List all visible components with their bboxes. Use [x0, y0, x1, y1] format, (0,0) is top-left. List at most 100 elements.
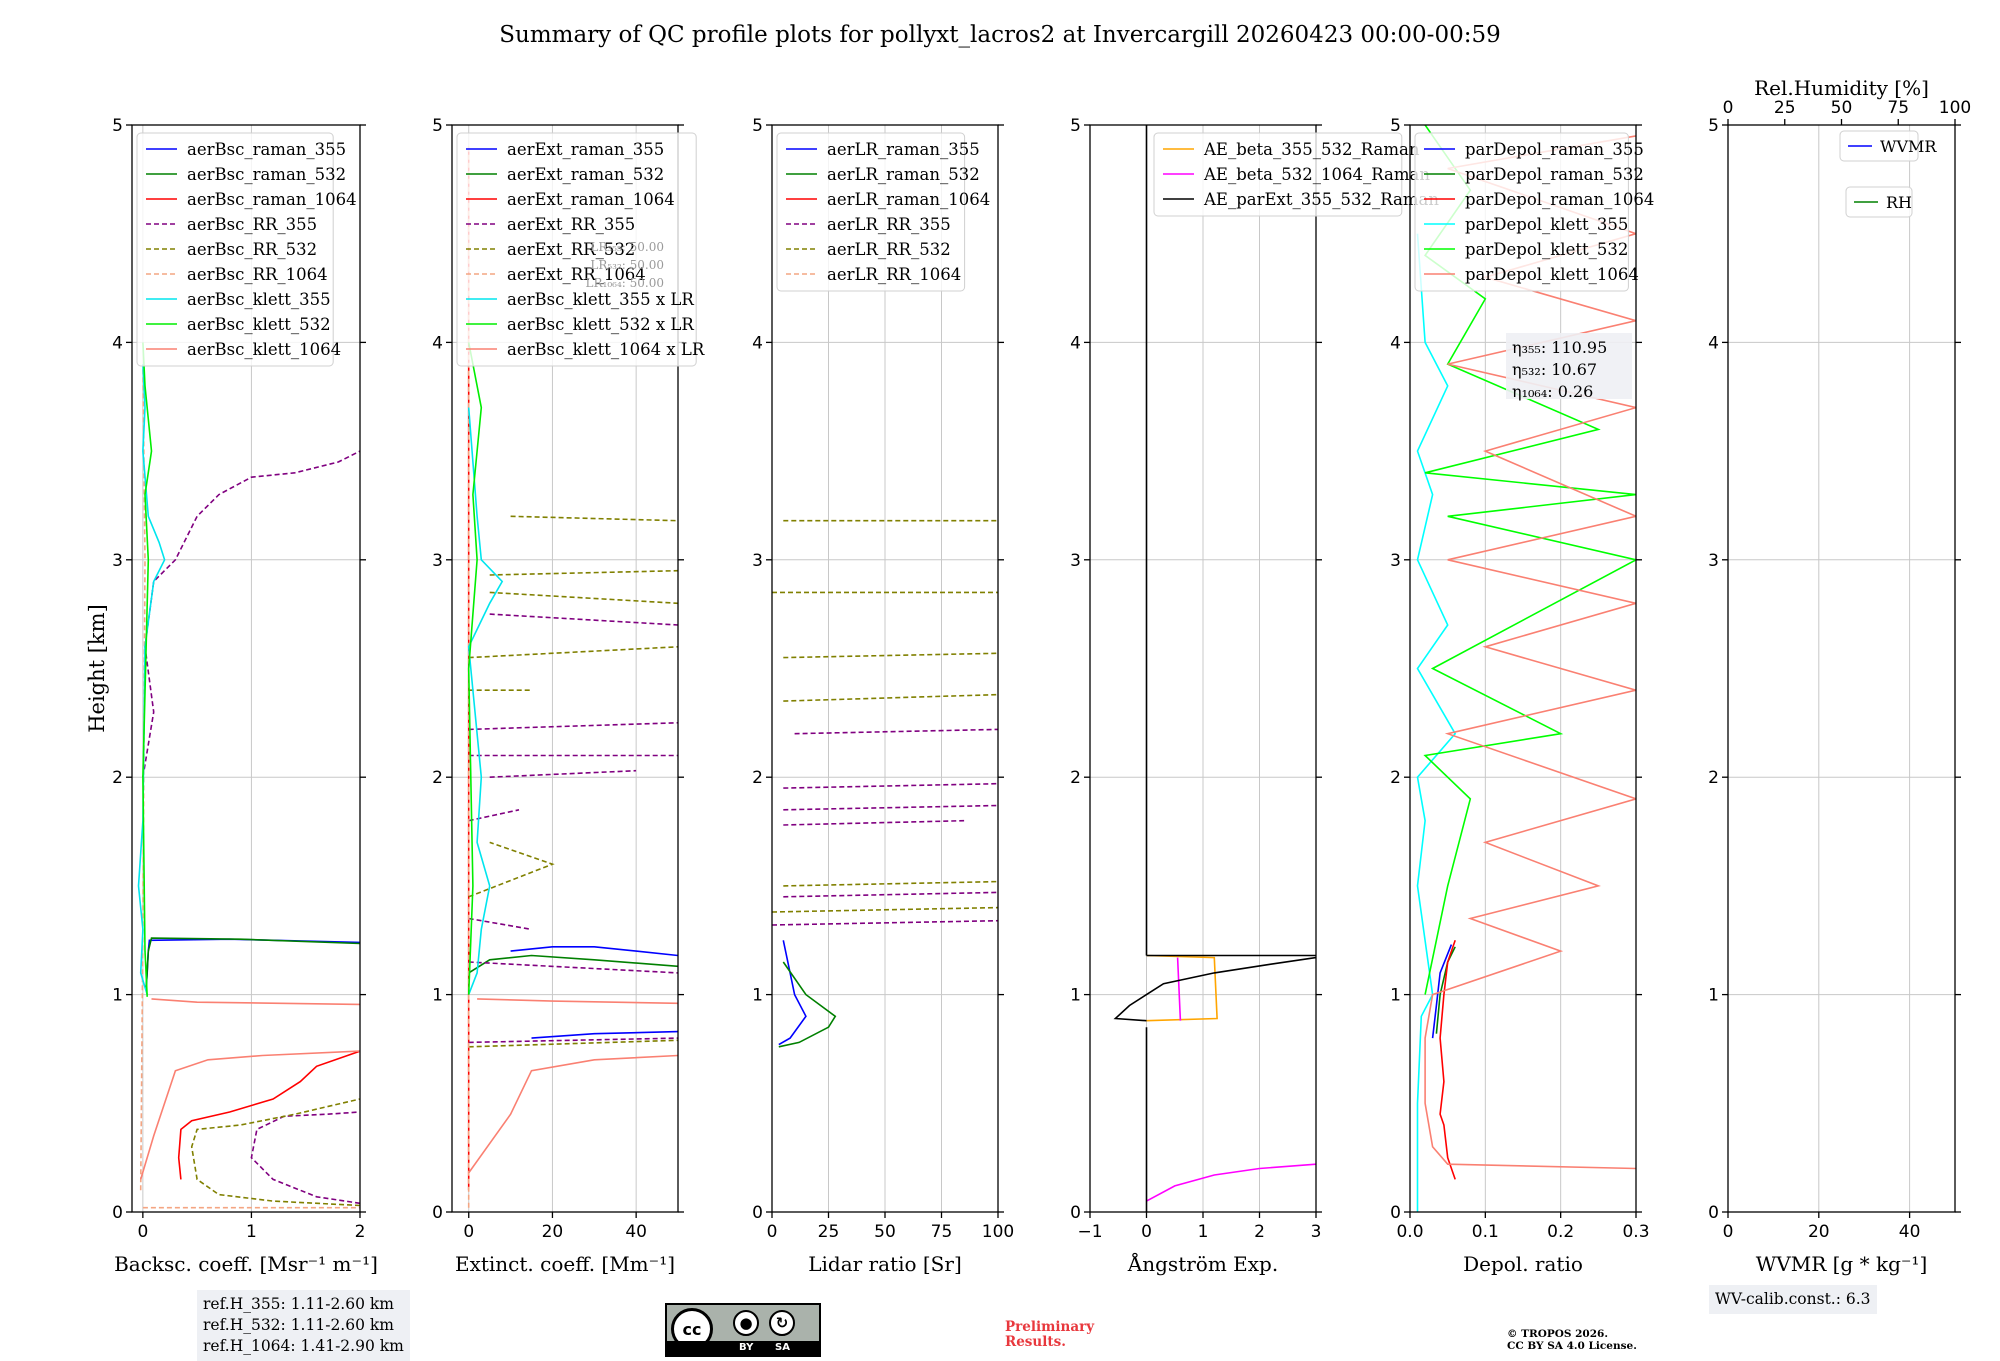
wv-calibration-box: WV-calib.const.: 6.3	[1709, 1285, 1877, 1314]
legend-label: aerExt_raman_355	[507, 140, 664, 159]
x-tick-label: −1	[1077, 1222, 1102, 1242]
legend-label: aerBsc_raman_532	[187, 165, 346, 184]
legend-label: aerBsc_raman_355	[187, 140, 346, 159]
y-tick-label: 0	[1070, 1203, 1081, 1223]
axes-frame	[131, 124, 361, 1213]
legend-label: aerLR_RR_532	[827, 240, 951, 259]
axes-frame	[451, 124, 679, 1213]
series-line-aerbsc-klett-355-x-lr	[467, 407, 504, 995]
y-tick-label: 0	[752, 1203, 763, 1223]
y-tick-label: 0	[1390, 1203, 1401, 1223]
cc-badge-band	[667, 1341, 819, 1355]
top-x-tick-label: 25	[1774, 98, 1796, 118]
cc-by-label: BY	[739, 1342, 754, 1353]
series-line-aerbsc-klett-1064-x-lr	[468, 998, 678, 1174]
x-axis-label: WVMR [g * kg⁻¹]	[1756, 1252, 1928, 1276]
legend-label: parDepol_raman_1064	[1465, 190, 1654, 209]
x-tick-label: 0.3	[1622, 1222, 1649, 1242]
cc-sa-label: SA	[775, 1342, 790, 1353]
legend-label: AE_beta_532_1064_Raman	[1203, 165, 1430, 184]
series-line-aerbsc-raman-355	[145, 938, 360, 989]
legend: aerBsc_raman_355 aerBsc_raman_532 aerBsc_r…	[136, 132, 357, 367]
legend-label: aerLR_RR_355	[827, 215, 951, 234]
series-line-aerext-raman-532	[468, 954, 678, 974]
eta-labels: η₃₅₅: 110.95 η₅₃₂: 10.67 η₁₀₆₄: 0.26	[1506, 333, 1632, 401]
lidar-ratio-label: LR₃₅₅: 50.00	[590, 240, 664, 254]
legend-label: aerBsc_klett_1064 x LR	[507, 340, 705, 359]
x-axis-label: Depol. ratio	[1463, 1252, 1583, 1276]
y-tick-label: 4	[1070, 333, 1081, 353]
x-axis-label: Ångström Exp.	[1127, 1251, 1278, 1276]
legend-label: aerLR_raman_532	[827, 165, 980, 184]
ref-height-355: ref.H_355: 1.11-2.60 km	[203, 1295, 394, 1313]
legend: parDepol_raman_355 parDepol_raman_532 parD…	[1414, 132, 1654, 292]
x-tick-label: 0	[1723, 1222, 1734, 1242]
legend-wvmr: WVMR	[1839, 130, 1937, 162]
legend-label: aerBsc_RR_355	[187, 215, 317, 234]
top-x-tick-label: 75	[1887, 98, 1909, 118]
series-line-aerext-raman-355	[510, 946, 678, 1039]
y-tick-label: 1	[112, 986, 123, 1006]
series-line-ae-parext-355-532-raman	[1113, 125, 1316, 1212]
eta-label: η₅₃₂: 10.67	[1512, 360, 1597, 379]
y-tick-label: 3	[112, 551, 123, 571]
x-tick-label: 2	[1254, 1222, 1265, 1242]
legend-label: WVMR	[1880, 137, 1937, 156]
legend-label: aerBsc_raman_1064	[187, 190, 357, 209]
legend-label: aerBsc_RR_1064	[187, 265, 328, 284]
series-line-aerext-rr-355	[468, 613, 678, 1044]
legend-label: aerExt_raman_532	[507, 165, 664, 184]
x-tick-label: 75	[931, 1222, 953, 1242]
top-axis-label: Rel.Humidity [%]	[1754, 76, 1929, 100]
legend-label: parDepol_raman_532	[1465, 165, 1644, 184]
x-tick-label: 1	[246, 1222, 257, 1242]
series-line-aerlr-rr-355	[772, 728, 998, 926]
series-line-pardepol-klett-355	[1416, 233, 1457, 1212]
axes-frame	[1727, 124, 1956, 1213]
panel-ext: 0 20 40 0 1 2 3 4 5 Extinct. coeff. [Mm⁻¹] aerExt_…	[432, 116, 705, 1276]
lidar-ratio-label: LR₅₃₂: 50.00	[590, 258, 664, 272]
legend: aerLR_raman_355 aerLR_raman_532 aerLR_rama…	[776, 132, 990, 292]
y-tick-label: 4	[1708, 333, 1719, 353]
x-tick-label: 50	[874, 1222, 896, 1242]
copyright-line-1: © TROPOS 2026.	[1507, 1328, 1609, 1340]
y-tick-label: 0	[112, 1203, 123, 1223]
x-tick-label: 1	[1198, 1222, 1209, 1242]
figure-title: Summary of QC profile plots for pollyxt_…	[499, 22, 1501, 48]
legend-label: aerLR_RR_1064	[827, 265, 961, 284]
legend-label: parDepol_klett_532	[1465, 240, 1628, 259]
x-axis-label: Backsc. coeff. [Msr⁻¹ m⁻¹]	[114, 1252, 378, 1276]
series-line-aerlr-raman-532	[778, 961, 837, 1048]
series-line-pardepol-raman-532	[1435, 946, 1456, 1034]
preliminary-line-1: Preliminary	[1005, 1319, 1095, 1335]
series-line-aerbsc-klett-1064	[139, 998, 360, 1180]
y-tick-label: 2	[752, 768, 763, 788]
legend-label: aerExt_RR_355	[507, 215, 635, 234]
series-line-aerlr-rr-532	[772, 519, 998, 913]
ref-height-532: ref.H_532: 1.11-2.60 km	[203, 1316, 394, 1334]
x-tick-label: 0	[463, 1222, 474, 1242]
legend-label: parDepol_klett_1064	[1465, 265, 1639, 284]
x-tick-label: 20	[1808, 1222, 1830, 1242]
y-tick-label: 4	[112, 333, 123, 353]
y-tick-label: 2	[432, 768, 443, 788]
panel-wv: 0 20 40 0 1 2 3 4 5 WVMR [g * kg⁻¹] 0 25 50 75 100 Rel.…	[1708, 76, 1971, 1276]
legend-label: aerBsc_RR_532	[187, 240, 317, 259]
y-tick-label: 5	[432, 116, 443, 136]
y-tick-label: 2	[1070, 768, 1081, 788]
preliminary-line-2: Results.	[1005, 1334, 1066, 1350]
legend-label: aerBsc_klett_532 x LR	[507, 315, 694, 334]
eta-label: η₁₀₆₄: 0.26	[1512, 382, 1593, 401]
x-tick-label: 0.2	[1547, 1222, 1574, 1242]
y-tick-label: 1	[1708, 986, 1719, 1006]
x-axis-label: Lidar ratio [Sr]	[808, 1252, 962, 1276]
y-tick-label: 5	[1708, 116, 1719, 136]
copyright-note: © TROPOS 2026. CC BY SA 4.0 License.	[1507, 1328, 1637, 1352]
legend-label: aerBsc_klett_532	[187, 315, 331, 334]
y-tick-label: 1	[1390, 986, 1401, 1006]
attribution-icon: ●	[733, 1310, 759, 1336]
x-tick-label: 0.0	[1396, 1222, 1423, 1242]
eta-label: η₃₅₅: 110.95	[1512, 338, 1607, 357]
y-tick-label: 4	[752, 333, 763, 353]
